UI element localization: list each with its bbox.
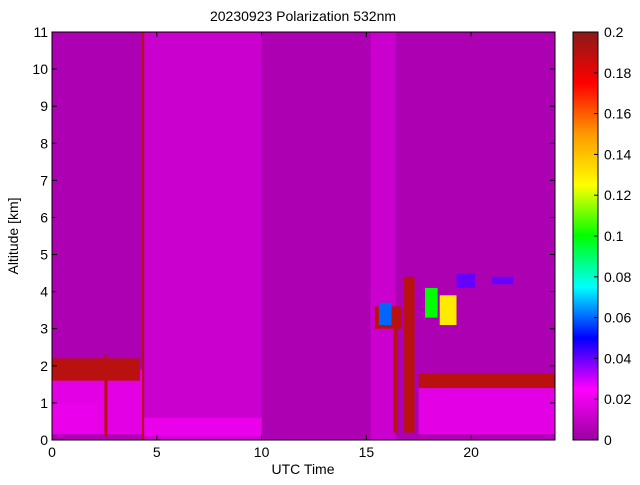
data-region-16 [456, 273, 476, 288]
chart-title: 20230923 Polarization 532nm [210, 8, 396, 24]
x-tick-label-0: 0 [48, 444, 56, 460]
colorbar-tick-label-9: 0.18 [604, 65, 631, 81]
data-region-7 [370, 32, 396, 440]
data-region-12 [418, 373, 555, 389]
data-region-3 [104, 354, 108, 437]
plot-area [52, 32, 555, 440]
data-region-6 [144, 417, 262, 437]
y-tick-label-10: 10 [32, 61, 48, 77]
colorbar-tick-label-4: 0.08 [604, 269, 631, 285]
data-region-2 [52, 358, 141, 381]
plot-frame [51, 31, 556, 441]
colorbar-tick-label-0: 0 [604, 432, 612, 448]
y-tick-label-4: 4 [40, 284, 48, 300]
data-region-11 [418, 384, 555, 435]
colorbar-tick-label-2: 0.04 [604, 350, 631, 366]
x-axis-ticks: 0 5 10 15 20 [48, 32, 479, 460]
data-region-5 [144, 32, 262, 440]
y-tick-label-7: 7 [40, 172, 48, 188]
colorbar-tick-label-6: 0.12 [604, 187, 631, 203]
data-region-8 [393, 328, 398, 433]
colorbar-tick-label-10: 0.2 [604, 24, 624, 40]
y-axis-ticks: 0 1 2 3 4 5 6 7 8 9 10 11 [32, 24, 555, 448]
y-tick-label-3: 3 [40, 321, 48, 337]
y-tick-label-2: 2 [40, 358, 48, 374]
data-region-15 [439, 295, 457, 326]
data-region-13 [378, 302, 392, 326]
data-region-9 [404, 276, 415, 433]
colorbar-ticks: 0 0.02 0.04 0.06 0.08 0.1 0.12 0.14 0.16 0.18 0.2 [594, 24, 631, 448]
x-tick-label-1: 5 [153, 444, 161, 460]
x-tick-label-3: 15 [359, 444, 375, 460]
x-tick-label-2: 10 [254, 444, 270, 460]
data-region-17 [492, 276, 514, 285]
x-tick-label-4: 20 [463, 444, 479, 460]
data-region-1 [52, 402, 99, 433]
colorbar-tick-label-8: 0.16 [604, 106, 631, 122]
y-axis-label: Altitude [km] [5, 197, 21, 274]
data-region-14 [425, 287, 438, 318]
y-tick-label-9: 9 [40, 98, 48, 114]
colorbar-tick-label-5: 0.1 [604, 228, 624, 244]
colorbar-tick-label-3: 0.06 [604, 310, 631, 326]
colorbar-tick-label-1: 0.02 [604, 391, 631, 407]
y-tick-label-5: 5 [40, 247, 48, 263]
y-tick-label-11: 11 [33, 24, 48, 40]
data-regions [52, 32, 555, 440]
y-tick-label-8: 8 [40, 135, 48, 151]
y-tick-label-6: 6 [40, 209, 48, 225]
y-tick-label-0: 0 [40, 432, 48, 448]
x-axis-label: UTC Time [272, 461, 335, 477]
colorbar-tick-label-7: 0.14 [604, 146, 631, 162]
y-tick-label-1: 1 [40, 395, 48, 411]
